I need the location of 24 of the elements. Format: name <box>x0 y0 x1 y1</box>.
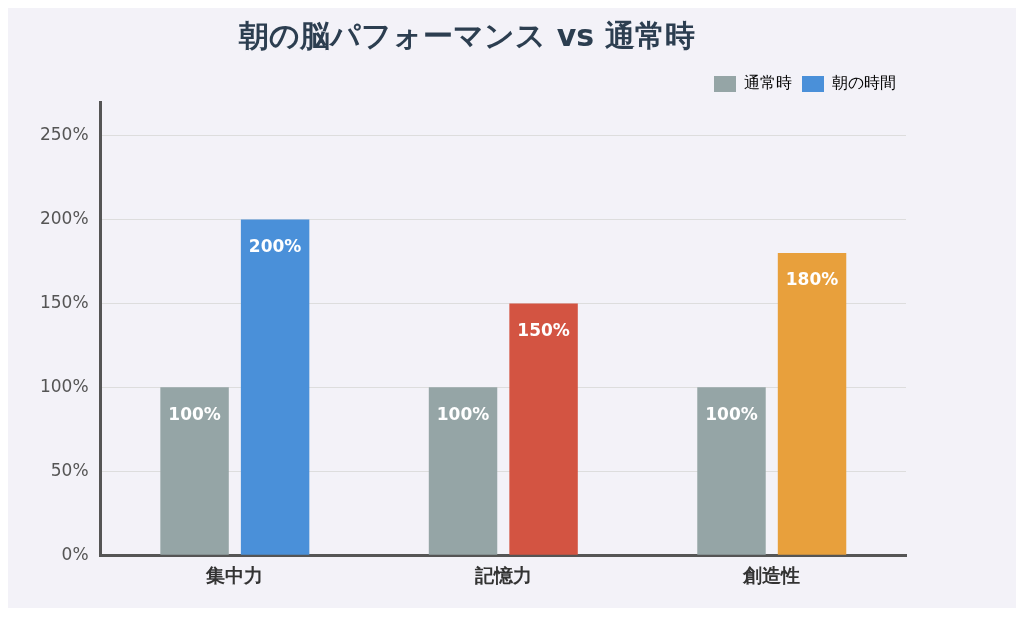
chart-title: 朝の脳パフォーマンス vs 通常時 <box>238 17 695 53</box>
bar <box>777 253 847 555</box>
y-tick-label: 250% <box>39 123 89 144</box>
legend-label: 朝の時間 <box>832 73 896 93</box>
data-label: 150% <box>517 319 570 340</box>
x-tick-label: 創造性 <box>742 563 801 586</box>
y-tick-label: 0% <box>61 543 89 564</box>
data-label: 100% <box>168 403 221 424</box>
bar <box>240 219 310 555</box>
data-label: 180% <box>785 269 839 290</box>
legend-label: 通常時 <box>744 73 792 93</box>
y-tick-label: 150% <box>39 291 89 312</box>
data-label: 200% <box>248 235 302 256</box>
bar <box>428 387 498 555</box>
bar <box>160 387 229 555</box>
x-tick-label: 記憶力 <box>473 563 532 586</box>
data-label: 100% <box>436 403 490 424</box>
bar <box>509 303 578 555</box>
y-tick-label: 200% <box>39 207 89 228</box>
data-label: 100% <box>705 403 758 424</box>
x-tick-label: 集中力 <box>205 563 264 586</box>
y-tick-label: 100% <box>39 375 89 396</box>
y-tick-label: 50% <box>50 459 89 480</box>
bar <box>697 387 766 555</box>
